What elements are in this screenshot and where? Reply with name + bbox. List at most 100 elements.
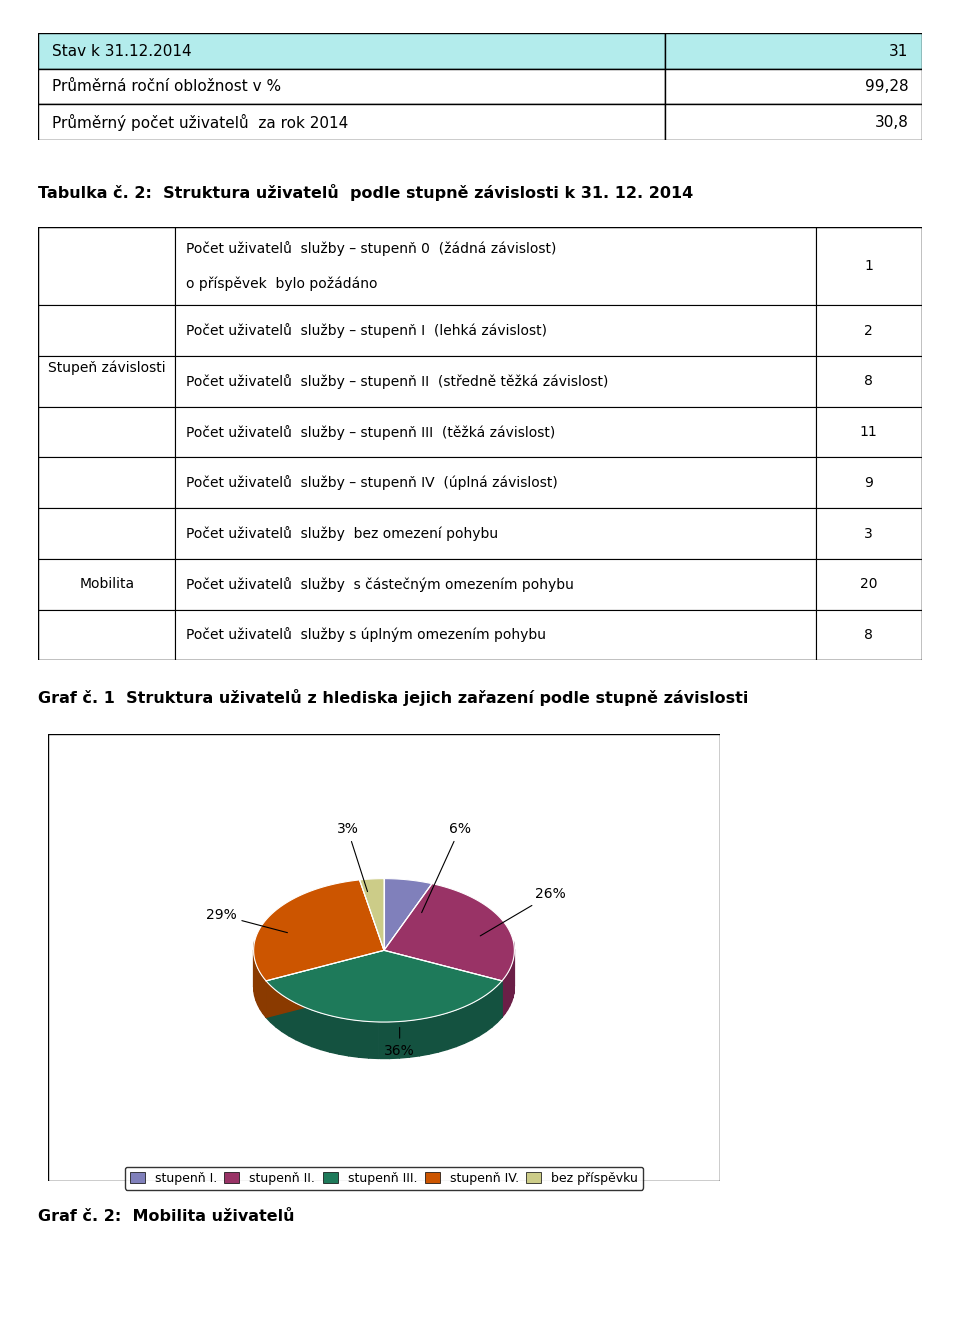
Bar: [38, 610, 176, 660]
Text: Graf č. 2:  Mobilita uživatelů: Graf č. 2: Mobilita uživatelů: [38, 1209, 295, 1225]
Polygon shape: [359, 1021, 369, 1058]
Bar: [816, 227, 922, 305]
Polygon shape: [384, 950, 502, 1018]
Bar: [816, 559, 922, 610]
Text: Počet uživatelů  služby – stupenň 0  (žádná závislost): Počet uživatelů služby – stupenň 0 (žádn…: [186, 241, 556, 256]
Bar: [816, 610, 922, 660]
Polygon shape: [312, 1010, 321, 1050]
Bar: [816, 305, 922, 356]
Bar: [816, 407, 922, 458]
Text: 99,28: 99,28: [865, 79, 908, 95]
Text: Počet uživatelů  služby – stupenň IV  (úplná závislost): Počet uživatelů služby – stupenň IV (úpl…: [186, 475, 558, 491]
Text: Průměrný počet uživatelů  za rok 2014: Průměrný počet uživatelů za rok 2014: [52, 113, 348, 131]
Polygon shape: [282, 995, 289, 1035]
Polygon shape: [512, 962, 513, 1002]
Polygon shape: [339, 1018, 348, 1057]
Polygon shape: [271, 986, 276, 1027]
Polygon shape: [296, 1003, 303, 1043]
Text: Mobilita: Mobilita: [80, 578, 134, 591]
Text: 6%: 6%: [421, 822, 470, 912]
Bar: [176, 356, 816, 407]
Polygon shape: [479, 995, 486, 1035]
Bar: [38, 407, 176, 458]
Polygon shape: [289, 999, 296, 1039]
Text: Počet uživatelů  služby – stupenň I  (lehká závislost): Počet uživatelů služby – stupenň I (lehk…: [186, 323, 547, 339]
Text: Počet uživatelů  služby s úplným omezením pohybu: Počet uživatelů služby s úplným omezením…: [186, 627, 546, 643]
Polygon shape: [260, 972, 263, 1014]
Polygon shape: [384, 879, 432, 950]
Polygon shape: [465, 1003, 472, 1043]
Text: o příspěvek  bylo požádáno: o příspěvek bylo požádáno: [186, 276, 377, 291]
Polygon shape: [510, 966, 512, 1006]
Polygon shape: [492, 986, 497, 1027]
Polygon shape: [409, 1019, 420, 1057]
Bar: [176, 559, 816, 610]
Text: 30,8: 30,8: [875, 115, 908, 129]
Text: 9: 9: [864, 476, 873, 490]
Polygon shape: [505, 974, 508, 1014]
Bar: [665, 104, 922, 140]
Bar: [38, 69, 665, 104]
Bar: [38, 458, 176, 508]
Bar: [38, 305, 176, 356]
Text: 26%: 26%: [480, 887, 566, 936]
Ellipse shape: [253, 915, 515, 1059]
Polygon shape: [256, 963, 257, 1005]
Polygon shape: [502, 976, 505, 1018]
Bar: [38, 559, 176, 610]
Bar: [176, 305, 816, 356]
Text: 8: 8: [864, 375, 873, 388]
Polygon shape: [348, 1019, 359, 1057]
Text: Stav k 31.12.2014: Stav k 31.12.2014: [52, 44, 191, 59]
Text: 2: 2: [864, 324, 873, 338]
Polygon shape: [486, 991, 492, 1031]
Bar: [38, 508, 176, 559]
Bar: [38, 104, 665, 140]
Polygon shape: [399, 1021, 409, 1058]
Legend: stupenň I., stupenň II., stupenň III., stupenň IV., bez příspěvku: stupenň I., stupenň II., stupenň III., s…: [125, 1167, 643, 1190]
Polygon shape: [429, 1015, 438, 1054]
Bar: [816, 356, 922, 407]
Text: Stupeň závislosti: Stupeň závislosti: [48, 360, 166, 375]
Polygon shape: [266, 980, 271, 1022]
Text: 31: 31: [889, 44, 908, 59]
Text: 11: 11: [860, 426, 877, 439]
Bar: [176, 508, 816, 559]
Bar: [38, 33, 665, 69]
Polygon shape: [266, 950, 384, 1018]
Bar: [816, 508, 922, 559]
Polygon shape: [447, 1010, 456, 1050]
Text: Počet uživatelů  služby  bez omezení pohybu: Počet uživatelů služby bez omezení pohyb…: [186, 526, 498, 542]
Bar: [176, 407, 816, 458]
Text: 36%: 36%: [384, 1027, 415, 1058]
Polygon shape: [263, 976, 266, 1018]
Text: Průměrná roční obložnost v %: Průměrná roční obložnost v %: [52, 79, 280, 95]
Bar: [176, 227, 816, 305]
Polygon shape: [321, 1013, 330, 1053]
Polygon shape: [369, 1022, 379, 1058]
Polygon shape: [330, 1015, 339, 1054]
Text: 3%: 3%: [337, 822, 368, 891]
Bar: [38, 356, 176, 407]
Polygon shape: [508, 970, 510, 1010]
Bar: [665, 69, 922, 104]
Polygon shape: [456, 1007, 465, 1047]
Text: Počet uživatelů  služby  s částečným omezením pohybu: Počet uživatelů služby s částečným omeze…: [186, 576, 574, 592]
Polygon shape: [472, 999, 479, 1039]
Text: 20: 20: [860, 578, 877, 591]
Text: Počet uživatelů  služby – stupenň III  (těžká závislost): Počet uživatelů služby – stupenň III (tě…: [186, 424, 555, 440]
Text: Graf č. 1  Struktura uživatelů z hlediska jejich zařazení podle stupně závislost: Graf č. 1 Struktura uživatelů z hlediska…: [38, 688, 749, 706]
Polygon shape: [360, 879, 384, 950]
Text: 8: 8: [864, 628, 873, 642]
Polygon shape: [420, 1018, 429, 1057]
Polygon shape: [253, 880, 384, 980]
Polygon shape: [384, 883, 515, 980]
Text: 29%: 29%: [205, 908, 287, 932]
Polygon shape: [254, 959, 256, 1000]
Polygon shape: [384, 950, 502, 1018]
Polygon shape: [266, 950, 502, 1022]
Polygon shape: [389, 1022, 399, 1058]
Polygon shape: [438, 1013, 447, 1053]
Polygon shape: [276, 991, 282, 1031]
Polygon shape: [257, 968, 260, 1009]
